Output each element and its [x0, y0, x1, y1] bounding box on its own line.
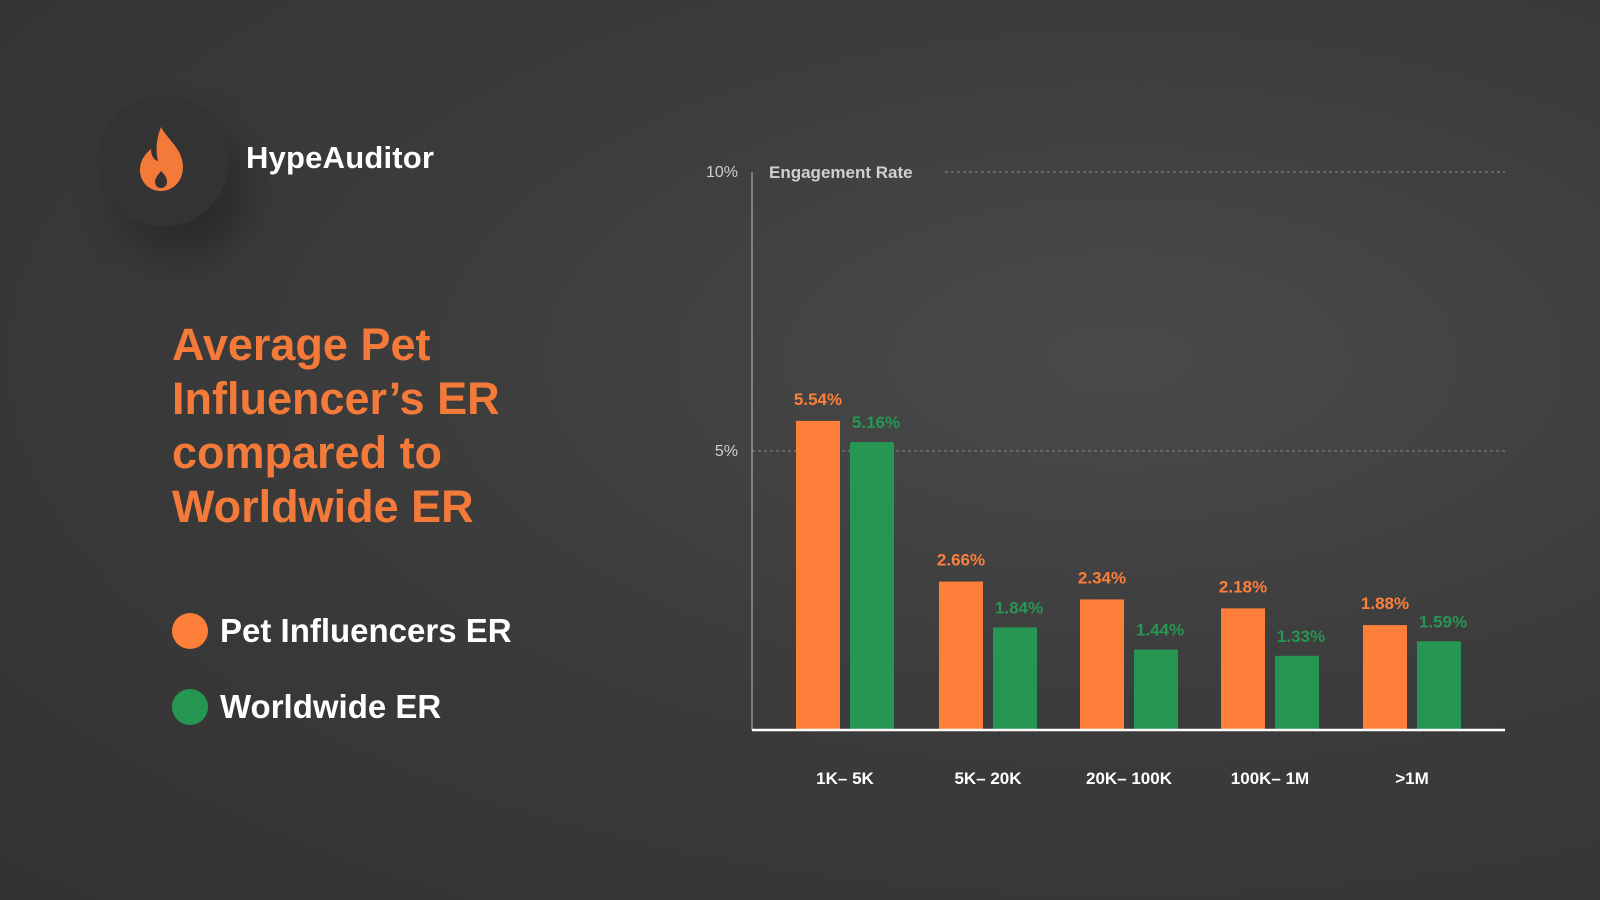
- brand-name: HypeAuditor: [246, 140, 435, 175]
- data-label-pet: 1.88%: [1361, 594, 1409, 613]
- legend-label-pet: Pet Influencers ER: [220, 612, 512, 649]
- legend-swatch-worldwide: [172, 689, 208, 725]
- bar-worldwide: [1417, 641, 1461, 730]
- flame-icon: [140, 127, 183, 191]
- x-tick-label: 100K– 1M: [1231, 769, 1309, 788]
- bar-worldwide: [993, 627, 1037, 730]
- x-tick-label: >1M: [1395, 769, 1429, 788]
- legend-label-worldwide: Worldwide ER: [220, 688, 442, 725]
- x-tick-label: 1K– 5K: [816, 769, 874, 788]
- y-tick-label: 5%: [715, 443, 738, 460]
- legend-swatch-pet: [172, 613, 208, 649]
- data-label-worldwide: 5.16%: [852, 413, 900, 432]
- bar-pet: [1363, 625, 1407, 730]
- legend: Pet Influencers ER Worldwide ER: [172, 612, 512, 764]
- bar-pet: [939, 581, 983, 730]
- bar-pet: [796, 420, 840, 730]
- data-label-worldwide: 1.59%: [1419, 612, 1467, 631]
- y-axis-label: Engagement Rate: [769, 163, 913, 182]
- bar-worldwide: [850, 442, 894, 730]
- data-label-pet: 2.34%: [1078, 568, 1126, 587]
- bar-pet: [1080, 599, 1124, 730]
- data-label-worldwide: 1.44%: [1136, 621, 1184, 640]
- legend-item-worldwide: Worldwide ER: [172, 688, 512, 726]
- bar-worldwide: [1134, 649, 1178, 730]
- bar-pet: [1221, 608, 1265, 730]
- x-tick-label: 20K– 100K: [1086, 769, 1173, 788]
- page-title: Average Pet Influencer’s ER compared to …: [172, 319, 500, 532]
- x-tick-label: 5K– 20K: [954, 769, 1022, 788]
- data-label-pet: 2.18%: [1219, 577, 1267, 596]
- data-label-pet: 2.66%: [937, 551, 985, 570]
- data-label-pet: 5.54%: [794, 390, 842, 409]
- y-tick-label: 10%: [706, 164, 738, 181]
- bar-worldwide: [1275, 655, 1319, 730]
- data-label-worldwide: 1.84%: [995, 598, 1043, 617]
- brand-logo: [97, 95, 229, 227]
- legend-item-pet: Pet Influencers ER: [172, 612, 512, 650]
- data-label-worldwide: 1.33%: [1277, 627, 1325, 646]
